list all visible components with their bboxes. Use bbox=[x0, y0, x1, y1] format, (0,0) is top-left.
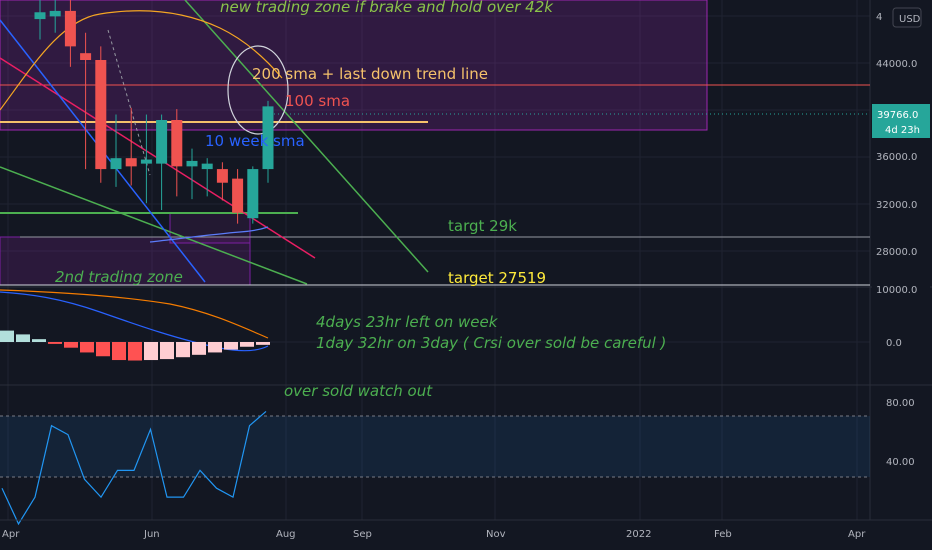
macd-histogram-bar bbox=[160, 342, 174, 360]
price-tick-label: 36000.0 bbox=[876, 152, 917, 163]
rsi-band bbox=[0, 416, 870, 477]
green-downtrend-line-upper[interactable] bbox=[184, 0, 429, 273]
macd-histogram-bar bbox=[16, 334, 30, 342]
macd-histogram-bar bbox=[112, 342, 126, 361]
annotation-100-sma[interactable]: 100 sma bbox=[285, 92, 350, 110]
candle-body[interactable] bbox=[262, 106, 274, 170]
macd-histogram-bar bbox=[208, 342, 222, 353]
macd-histogram-bar bbox=[256, 342, 270, 345]
bar-countdown: 4d 23h bbox=[885, 125, 920, 136]
vertical-gridlines bbox=[7, 0, 858, 520]
rsi-line[interactable] bbox=[1, 410, 267, 526]
currency-badge[interactable] bbox=[892, 7, 922, 28]
candle-body[interactable] bbox=[125, 158, 137, 167]
macd-histogram-bar bbox=[96, 342, 110, 357]
annotation-circle[interactable] bbox=[227, 45, 289, 135]
macd-line-curve[interactable] bbox=[0, 291, 269, 352]
dashed-projection-line bbox=[107, 29, 151, 176]
rsi-tick-label: 40.00 bbox=[886, 457, 915, 468]
candle-body[interactable] bbox=[232, 178, 244, 213]
candle-body[interactable] bbox=[110, 158, 122, 170]
macd-price-tag bbox=[872, 282, 930, 298]
macd-histogram-bar bbox=[0, 330, 14, 342]
macd-histogram-group bbox=[0, 330, 270, 361]
annotation-target-29k[interactable]: targt 29k bbox=[448, 217, 517, 235]
macd-histogram-bar bbox=[128, 342, 142, 361]
candle-body[interactable] bbox=[156, 120, 168, 164]
macd-histogram-bar bbox=[192, 342, 206, 355]
candles-group bbox=[34, 0, 274, 224]
annotation-3day-crsi[interactable]: 1day 32hr on 3day ( Crsi over sold be ca… bbox=[316, 334, 666, 352]
macd-tick-label: 0.0 bbox=[886, 338, 902, 349]
currency-label: USD bbox=[899, 14, 921, 25]
price-tick-label: 44000.0 bbox=[876, 59, 917, 70]
annotation-10-week-sma[interactable]: 10 week sma bbox=[205, 132, 305, 150]
macd-histogram-bar bbox=[176, 342, 190, 358]
price-tick-label: 32000.0 bbox=[876, 200, 917, 211]
green-downtrend-line-lower[interactable] bbox=[0, 166, 308, 285]
macd-histogram-bar bbox=[32, 339, 46, 342]
macd-tick-label: 10000.0 bbox=[876, 285, 917, 296]
time-tick-label: Apr bbox=[2, 529, 20, 540]
candle-body[interactable] bbox=[64, 10, 76, 47]
time-axis[interactable]: Apr Jun Aug Sep Nov 2022 Feb Apr bbox=[0, 519, 932, 540]
price-tick-label: 4 bbox=[876, 12, 882, 23]
macd-histogram-bar bbox=[224, 342, 238, 350]
time-tick-label: Sep bbox=[353, 529, 372, 540]
current-price-tag[interactable] bbox=[872, 104, 930, 138]
annotation-over-sold[interactable]: over sold watch out bbox=[284, 382, 433, 400]
time-tick-label: Aug bbox=[276, 529, 296, 540]
candle-body[interactable] bbox=[49, 10, 61, 17]
time-tick-label: Feb bbox=[714, 529, 732, 540]
macd-histogram-bar bbox=[80, 342, 94, 353]
annotation-new-trading-zone[interactable]: new trading zone if brake and hold over … bbox=[220, 0, 554, 16]
candle-body[interactable] bbox=[201, 163, 213, 170]
sma-10-week-curve[interactable] bbox=[149, 226, 269, 243]
macd-histogram-bar bbox=[64, 342, 78, 348]
time-tick-label: Apr bbox=[848, 529, 866, 540]
candle-body[interactable] bbox=[186, 160, 198, 167]
candle-body[interactable] bbox=[247, 169, 259, 219]
candle-body[interactable] bbox=[34, 12, 46, 20]
candle-body[interactable] bbox=[80, 53, 92, 60]
macd-histogram-bar bbox=[240, 342, 254, 347]
time-tick-label: 2022 bbox=[626, 529, 651, 540]
candle-body[interactable] bbox=[171, 120, 183, 167]
annotation-days-left[interactable]: 4days 23hr left on week bbox=[316, 313, 499, 331]
annotation-target-27519[interactable]: target 27519 bbox=[448, 269, 546, 287]
current-price-value: 39766.0 bbox=[877, 110, 918, 121]
macd-histogram-bar bbox=[144, 342, 158, 361]
candle-body[interactable] bbox=[216, 169, 228, 183]
annotation-200-sma[interactable]: 200 sma + last down trend line bbox=[252, 65, 488, 83]
candle-body[interactable] bbox=[95, 60, 107, 170]
price-axis[interactable]: 4 USD 44000.0 36000.0 32000.0 28000.0 39… bbox=[872, 7, 930, 468]
macd-signal-curve[interactable] bbox=[0, 289, 269, 339]
time-tick-label: Jun bbox=[143, 529, 160, 540]
candle-body[interactable] bbox=[140, 159, 152, 164]
annotation-2nd-trading-zone[interactable]: 2nd trading zone bbox=[55, 268, 183, 286]
sma-200-curve[interactable] bbox=[0, 10, 283, 111]
time-tick-label: Nov bbox=[486, 529, 506, 540]
price-tick-label: 28000.0 bbox=[876, 247, 917, 258]
rsi-tick-label: 80.00 bbox=[886, 398, 915, 409]
second-trading-zone-box[interactable] bbox=[0, 236, 251, 286]
macd-histogram-bar bbox=[48, 342, 62, 344]
